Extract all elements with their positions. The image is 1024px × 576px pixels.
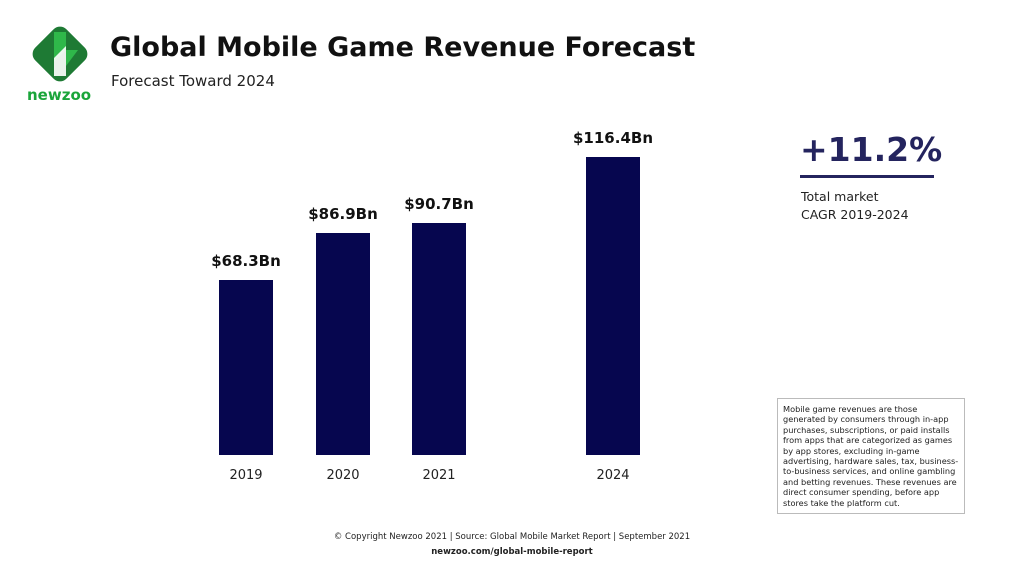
page-title: Global Mobile Game Revenue Forecast <box>110 32 696 63</box>
bar-2019 <box>219 280 273 455</box>
copyright: © Copyright Newzoo 2021 | Source: Global… <box>333 532 691 542</box>
newzoo-logo-icon <box>32 26 88 82</box>
brand-name: newzoo <box>27 86 92 104</box>
cagr-line2: CAGR 2019-2024 <box>801 207 909 222</box>
cagr-underline <box>800 175 934 178</box>
x-tick-label: 2019 <box>229 468 263 483</box>
definition-note: Mobile game revenues are those generated… <box>777 398 965 514</box>
x-tick-label: 2024 <box>596 468 630 483</box>
x-tick-label: 2021 <box>422 468 456 483</box>
page-subtitle: Forecast Toward 2024 <box>111 72 275 90</box>
cagr-label: Total market CAGR 2019-2024 <box>801 188 909 224</box>
bar-2024 <box>586 157 640 455</box>
cagr-line1: Total market <box>801 189 879 204</box>
data-label: $86.9Bn <box>308 204 378 223</box>
bar-2020 <box>316 232 370 455</box>
data-label: $68.3Bn <box>211 252 281 271</box>
data-label: $90.7Bn <box>404 194 474 213</box>
cagr-value: +11.2% <box>800 130 943 169</box>
x-tick-label: 2020 <box>326 468 360 483</box>
data-label: $116.4Bn <box>573 129 653 148</box>
report-link[interactable]: newzoo.com/global-mobile-report <box>431 547 593 557</box>
bar-2021 <box>412 222 466 455</box>
